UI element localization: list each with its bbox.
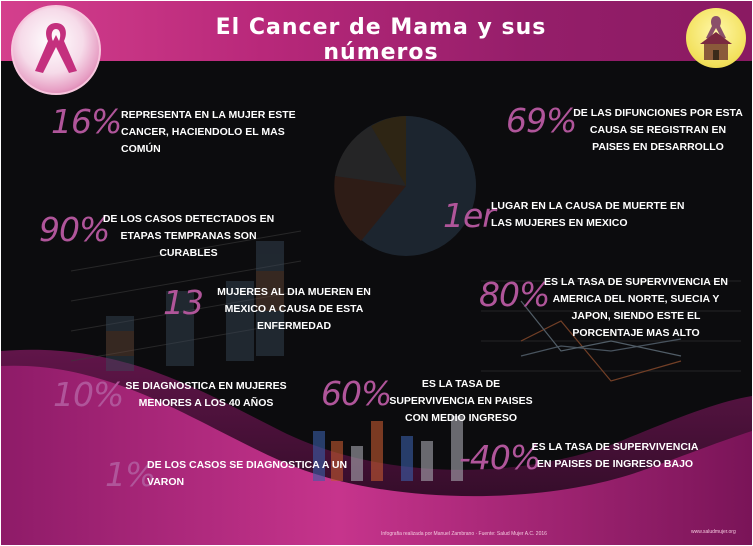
page-title: El Cancer de Mama y sus números bbox=[215, 15, 547, 65]
background-lower-bars bbox=[313, 416, 463, 481]
stat-text-13: Mujeres al dia mueren en Mexico a causa … bbox=[217, 286, 371, 332]
stat-value-90: 90% bbox=[39, 210, 110, 249]
background-pie-chart bbox=[334, 116, 476, 256]
background-line-chart bbox=[481, 280, 741, 382]
stat-text-60: Es la tasa de supervivencia en paises co… bbox=[389, 378, 533, 424]
stat-text-69: De las difunciones por esta causa se reg… bbox=[573, 107, 743, 153]
stat-value-13: 13 bbox=[163, 283, 204, 322]
stat-value-60: 60% bbox=[321, 374, 392, 413]
stat-text-80: Es la tasa de supervivencia en America d… bbox=[544, 276, 728, 339]
stat-value-16: 16% bbox=[51, 102, 122, 141]
footer-site: www.saludmujer.org bbox=[691, 529, 736, 535]
stat-value-1er: 1er bbox=[443, 196, 496, 235]
stat-value-1: 1% bbox=[105, 455, 156, 494]
pink-ribbon-icon bbox=[11, 5, 101, 95]
stat-value-69: 69% bbox=[506, 101, 577, 140]
stat-text-10: Se diagnostica en mujeres menores a los … bbox=[125, 380, 287, 409]
stat-text-1er: Lugar en la causa de muerte en las mujer… bbox=[491, 200, 685, 229]
stat-value-80: 80% bbox=[479, 275, 550, 314]
stat-text-90: de los casos detectados en etapas tempra… bbox=[102, 213, 275, 259]
background-grid-lines bbox=[70, 230, 302, 362]
background-3d-bars bbox=[106, 241, 284, 371]
stat-text-1: De los casos se diagnostica a un varon bbox=[147, 459, 348, 488]
header-bar: El Cancer de Mama y sus números bbox=[1, 1, 752, 65]
stat-text-40: Es la tasa de supervivencia en paises de… bbox=[531, 441, 699, 470]
house-ribbon-icon bbox=[686, 8, 746, 68]
stat-value-40: -40% bbox=[459, 438, 541, 477]
stat-value-10: 10% bbox=[53, 375, 124, 414]
stat-text-16: Representa en la mujer este cancer, haci… bbox=[121, 109, 296, 155]
footer-credits: Infografia realizada por Manuel Zambrano… bbox=[381, 531, 547, 537]
